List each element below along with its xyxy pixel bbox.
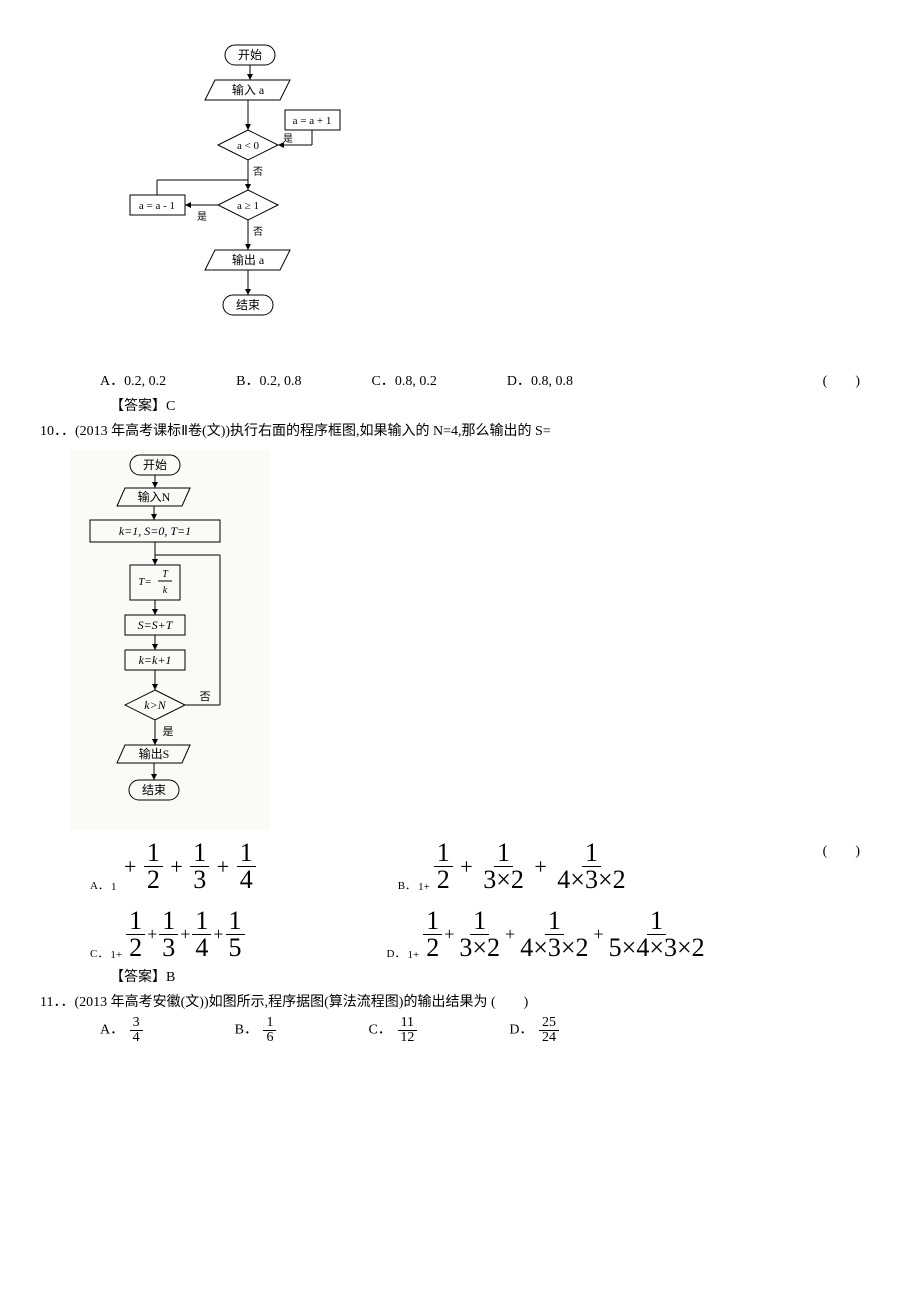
fc-end: 结束 — [236, 298, 260, 312]
fc-start: 开始 — [238, 48, 262, 62]
q9-flowchart: 开始 输入 a a = a + 1 是 a < 0 否 — [120, 40, 880, 360]
fc-inc: a = a + 1 — [293, 115, 332, 127]
q10-flowchart: 开始 输入N k=1, S=0, T=1 T= T k S=S+T k=k+1 — [70, 450, 880, 830]
q9-paren: ( ) — [823, 370, 860, 390]
fc10-end: 结束 — [142, 783, 166, 797]
q10-answer: 【答案】B — [110, 966, 880, 986]
q9-opt-d: D．0.8, 0.8 — [507, 370, 573, 390]
fc-cond1: a < 0 — [237, 140, 260, 152]
fc10-yes: 是 — [163, 725, 174, 738]
svg-text:T=: T= — [138, 576, 152, 588]
q9-opt-a: A．0.2, 0.2 — [100, 370, 166, 390]
q10-opt-c: C． 1+ 12 + 13 + 14 + 15 — [90, 908, 247, 961]
fc10-output: 输出S — [139, 746, 170, 761]
q11-opt-c: C． 1112 — [368, 1016, 419, 1045]
fc-yes2: 是 — [197, 211, 207, 223]
fc10-no: 否 — [200, 691, 211, 703]
fc10-cond: k>N — [144, 698, 166, 712]
q9-opt-b: B．0.2, 0.8 — [236, 370, 301, 390]
q10-paren: ( ) — [823, 840, 860, 860]
fc-output: 输出 a — [232, 252, 265, 267]
fc-input: 输入 a — [232, 82, 265, 97]
svg-text:k: k — [163, 585, 168, 596]
fc10-st: S=S+T — [138, 618, 174, 632]
q10-opt-a: A． 1 + 12 + 13 + 14 — [90, 840, 258, 893]
q9-options: A．0.2, 0.2 B．0.2, 0.8 C．0.8, 0.2 D．0.8, … — [100, 370, 823, 390]
q11-opt-d: D． 2524 — [509, 1016, 561, 1045]
q11-opt-b: B． 16 — [235, 1016, 279, 1045]
q11-options: A． 34 B． 16 C． 1112 D． 2524 — [100, 1016, 880, 1045]
q10-text: 10．．(2013 年高考课标Ⅱ卷(文))执行右面的程序框图,如果输入的 N=4… — [40, 420, 880, 440]
q10-opt-d: D． 1+ 12 + 13×2 + 14×3×2 + 15×4×3×2 — [387, 908, 710, 961]
fc-cond2: a ≥ 1 — [237, 200, 259, 212]
fc-no2: 否 — [253, 226, 263, 238]
q10-opt-b: B． 1+ 12 + 13×2 + 14×3×2 — [398, 840, 631, 893]
fc10-start: 开始 — [143, 458, 167, 472]
q9-answer: 【答案】C — [110, 395, 880, 415]
q11-text: 11．．(2013 年高考安徽(文))如图所示,程序据图(算法流程图)的输出结果… — [40, 991, 880, 1011]
fc10-input: 输入N — [138, 489, 171, 504]
fc-yes1: 是 — [283, 133, 293, 145]
q9-opt-c: C．0.8, 0.2 — [371, 370, 436, 390]
fc10-kk: k=k+1 — [139, 653, 172, 667]
q11-opt-a: A． 34 — [100, 1016, 145, 1045]
fc-dec: a = a - 1 — [139, 200, 175, 212]
fc-no1: 否 — [253, 166, 263, 178]
fc10-init: k=1, S=0, T=1 — [119, 524, 191, 538]
